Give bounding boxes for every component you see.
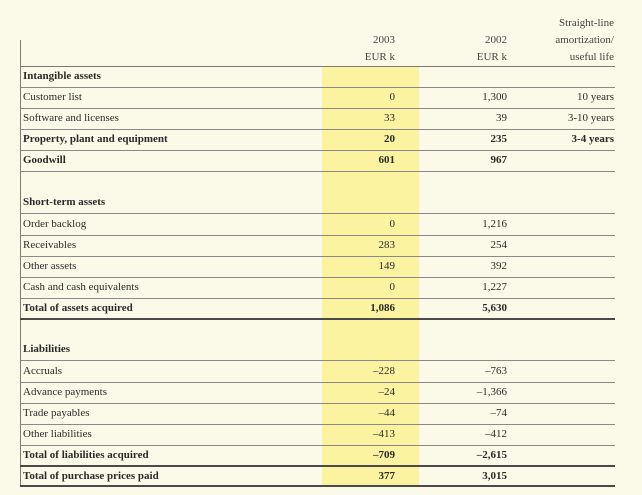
value-2003: –709 [373,449,395,461]
value-amortization: 10 years [577,91,614,103]
header-2003-year: 2003 [373,34,395,46]
row-label: Trade payables [23,407,90,419]
table-row: Receivables 283 254 [20,236,615,257]
header-amort-line1: Straight-line [559,17,614,29]
row-label: Property, plant and equipment [23,133,168,145]
value-2002: –763 [485,365,507,377]
total-row: Total of assets acquired 1,086 5,630 [20,299,615,320]
table-header: 2003 EUR k 2002 EUR k Straight-line amor… [0,14,642,66]
row-label: Advance payments [23,386,107,398]
table-row: Advance payments –24 –1,366 [20,383,615,404]
table-row: Order backlog 0 1,216 [20,215,615,236]
header-rule [20,66,615,67]
row-label: Intangible assets [23,70,101,82]
value-2002: 254 [490,239,508,251]
table-row: Accruals –228 –763 [20,362,615,383]
value-2003: 33 [384,112,395,124]
value-2003: 601 [378,154,396,166]
value-2002: –412 [485,428,507,440]
value-2002: 1,300 [482,91,507,103]
row-label: Other assets [23,260,77,272]
table-row: Customer list 0 1,300 10 years [20,88,615,109]
section-header-row: Intangible assets [20,67,615,88]
value-2002: 39 [496,112,507,124]
table-row: Cash and cash equivalents 0 1,227 [20,278,615,299]
row-label: Cash and cash equivalents [23,281,139,293]
row-label: Receivables [23,239,77,251]
value-2002: 967 [490,154,508,166]
value-amortization: 3-4 years [571,133,614,145]
header-amort-line2: amortization/ [555,34,614,46]
highlight-column-2003 [322,66,419,486]
header-2002: 2002 EUR k [420,32,507,66]
row-label: Total of liabilities acquired [23,449,149,461]
table-row: Other assets 149 392 [20,257,615,278]
value-2003: 1,086 [370,302,395,314]
value-2002: 235 [490,133,508,145]
value-2003: 377 [378,470,396,482]
value-2002: 1,216 [482,218,507,230]
value-2002: 1,227 [482,281,507,293]
value-2002: –74 [490,407,508,419]
table-row: Trade payables –44 –74 [20,404,615,425]
header-2002-year: 2002 [485,34,507,46]
row-label: Customer list [23,91,82,103]
table-row: Goodwill 601 967 [20,151,615,172]
row-label: Goodwill [23,154,66,166]
value-2003: 0 [389,218,396,230]
value-2003: 283 [378,239,396,251]
value-amortization: 3-10 years [567,112,614,124]
value-2003: –413 [373,428,395,440]
value-2002: 5,630 [482,302,507,314]
section-header-row: Liabilities [20,321,615,361]
section-header-row: Short-term assets [20,174,615,214]
value-2003: –44 [378,407,396,419]
table-row: Software and licenses 33 39 3-10 years [20,109,615,130]
row-label: Software and licenses [23,112,119,124]
row-label: Other liabilities [23,428,92,440]
value-2003: –228 [373,365,395,377]
value-2003: 0 [389,91,396,103]
value-2002: 3,015 [482,470,507,482]
header-2003: 2003 EUR k [322,32,395,66]
value-2003: 149 [378,260,396,272]
value-2002: 392 [490,260,508,272]
row-label: Order backlog [23,218,87,230]
total-row: Total of purchase prices paid 377 3,015 [20,467,615,487]
table-row: Property, plant and equipment 20 235 3-4 ye… [20,130,615,151]
value-2002: –1,366 [476,386,507,398]
value-2003: 20 [384,133,395,145]
header-2002-unit: EUR k [476,51,507,63]
table-row: Other liabilities –413 –412 [20,425,615,446]
row-label: Short-term assets [23,196,106,208]
left-rule [20,40,21,486]
row-label: Liabilities [23,343,71,355]
row-label: Accruals [23,365,63,377]
row-label: Total of purchase prices paid [23,470,159,482]
header-amort-line3: useful life [569,51,614,63]
value-2002: –2,615 [476,449,507,461]
value-2003: 0 [389,281,396,293]
total-row: Total of liabilities acquired –709 –2,615 [20,446,615,467]
header-2003-unit: EUR k [364,51,395,63]
value-2003: –24 [378,386,396,398]
header-amortization: Straight-line amortization/ useful life [530,15,614,66]
row-label: Total of assets acquired [23,302,133,314]
